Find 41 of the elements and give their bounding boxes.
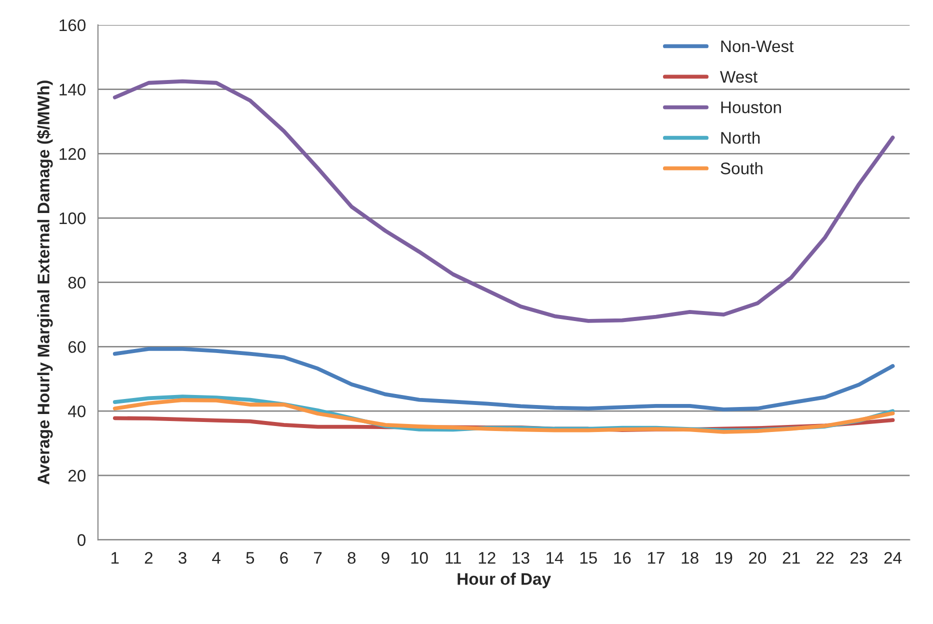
x-tick-label: 16 [614, 552, 631, 564]
x-tick-label: 7 [314, 552, 322, 564]
x-tick-label: 23 [850, 552, 868, 564]
x-tick-label: 1 [112, 552, 119, 564]
y-tick-label: 60 [68, 341, 86, 353]
y-tick-label: 80 [68, 276, 86, 289]
x-tick-label: 5 [246, 552, 254, 564]
y-tick-label: 120 [60, 148, 86, 160]
y-tick-label: 0 [78, 534, 86, 546]
x-tick-label: 18 [682, 552, 698, 564]
x-tick-label: 2 [144, 552, 152, 564]
y-tick-label: 140 [60, 84, 86, 96]
x-tick-label: 21 [782, 552, 800, 564]
y-tick-label: 20 [68, 470, 86, 482]
x-tick-label: 13 [512, 552, 530, 564]
x-tick-label: 24 [884, 552, 902, 564]
x-tick-label: 17 [648, 552, 664, 564]
y-axis-title: Average Hourly Marginal External Damage ($/MWh) [36, 80, 53, 484]
x-tick-label: 4 [212, 552, 220, 564]
x-tick-label: 12 [478, 552, 496, 564]
x-tick-label: 3 [178, 552, 186, 564]
x-tick-label: 15 [580, 552, 597, 564]
x-tick-label: 19 [716, 552, 732, 564]
legend-label: South [720, 162, 762, 174]
x-tick-label: 8 [348, 552, 356, 564]
legend-label: Non-West [721, 40, 794, 52]
x-tick-label: 10 [411, 552, 428, 564]
x-tick-label: 20 [749, 552, 766, 564]
x-tick-label: 22 [816, 552, 834, 564]
x-tick-label: 11 [446, 552, 461, 564]
legend-label: North [721, 132, 760, 144]
line-series [112, 347, 895, 412]
y-tick-label: 160 [60, 19, 86, 32]
x-tick-label: 6 [280, 552, 288, 564]
x-tick-label: 14 [546, 552, 564, 564]
y-tick-label: 40 [68, 405, 86, 418]
x-axis-title: Hour of Day [458, 572, 551, 588]
legend-label: Houston [721, 102, 781, 114]
legend-label: West [720, 71, 758, 83]
y-tick-label: 100 [60, 212, 86, 224]
x-tick-label: 9 [382, 552, 390, 564]
